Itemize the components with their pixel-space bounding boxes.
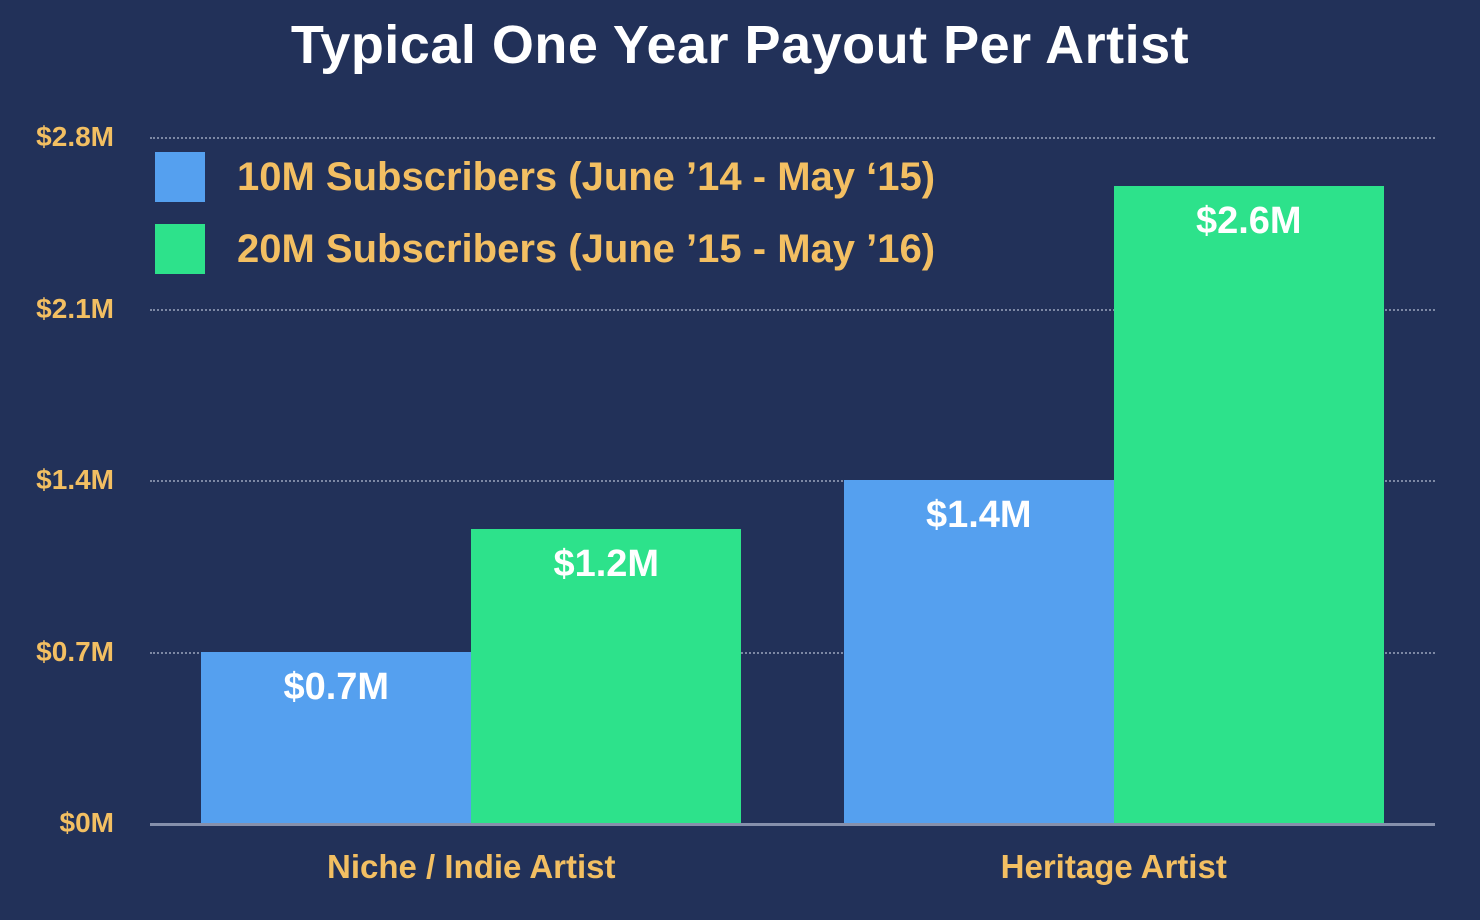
legend-item-20m-subscribers: 20M Subscribers (June ’15 - May ’16) [155,224,935,274]
y-axis: $0M $0.7M $1.4M $2.1M $2.8M [0,121,132,838]
y-tick-label: $0M [59,807,114,838]
bar-blue-0: $0.7M [201,651,472,823]
legend-label-10m-subscribers: 10M Subscribers (June ’14 - May ‘15) [237,154,936,199]
y-tick-label: $2.8M [36,121,114,152]
bar-value-label: $2.6M [1195,200,1302,242]
bar-value-label: $1.2M [553,543,660,585]
legend: 10M Subscribers (June ’14 - May ‘15) 20M… [155,152,935,296]
chart-title: Typical One Year Payout Per Artist [290,15,1190,75]
gridline [150,651,1435,654]
legend-label-20m-subscribers: 20M Subscribers (June ’15 - May ’16) [237,226,936,271]
x-axis: Niche / Indie Artist Heritage Artist [150,848,1435,886]
category-label-heritage-artist: Heritage Artist [1000,848,1227,885]
y-tick-label: $1.4M [36,464,114,495]
legend-swatch-green [155,224,205,274]
legend-item-10m-subscribers: 10M Subscribers (June ’14 - May ‘15) [155,152,935,202]
bar-value-label: $0.7M [283,665,390,708]
gridline [150,480,1435,482]
legend-swatch-blue [155,152,205,202]
plot-area: $0.7M $1.4M $1.2M $2.6M [150,137,1435,826]
gridline [150,137,1435,139]
bar-green-1: $2.6M [1113,186,1384,823]
category-label-niche-indie-artist: Niche / Indie Artist [327,848,616,885]
bar-green-0: $1.2M [471,529,742,823]
y-tick-label: $2.1M [36,292,114,324]
x-axis-line [150,823,1435,826]
y-tick-label: $0.7M [36,635,114,667]
bar-blue-1: $1.4M [843,480,1114,823]
bar-value-label: $1.4M [925,494,1032,536]
gridline [150,308,1435,311]
